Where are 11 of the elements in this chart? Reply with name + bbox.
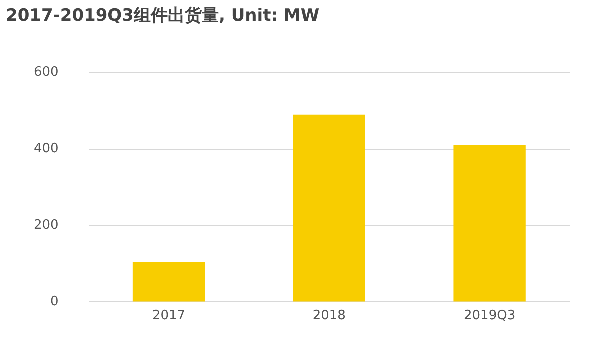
bar <box>454 145 526 302</box>
y-tick-label: 200 <box>34 218 59 234</box>
bar <box>132 262 206 302</box>
y-tick-label: 400 <box>34 142 59 157</box>
x-tick-label: 2019Q3 <box>464 308 516 324</box>
x-tick-label: 2017 <box>152 308 186 324</box>
y-tick-label: 0 <box>50 294 59 310</box>
x-tick-label: 2018 <box>312 308 346 324</box>
y-tick-label: 600 <box>34 65 59 80</box>
chart-title: 2017-2019Q3组件出货量, Unit: MW <box>6 5 320 27</box>
bar <box>293 114 366 302</box>
